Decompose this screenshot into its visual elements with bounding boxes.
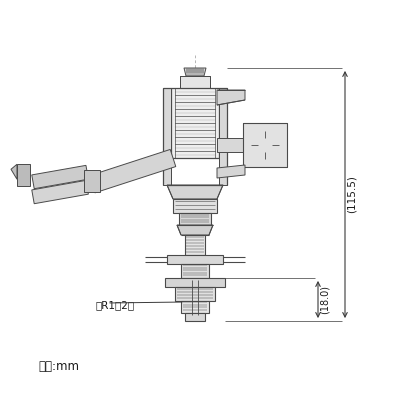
Polygon shape xyxy=(163,88,171,185)
Polygon shape xyxy=(180,76,210,88)
Polygon shape xyxy=(184,68,206,76)
Bar xyxy=(167,255,223,264)
Bar xyxy=(181,264,209,278)
Text: (18.0): (18.0) xyxy=(320,285,330,314)
Bar xyxy=(175,287,215,301)
Bar xyxy=(165,278,225,287)
Polygon shape xyxy=(171,88,219,158)
Polygon shape xyxy=(219,88,227,185)
Bar xyxy=(185,313,205,321)
Polygon shape xyxy=(167,185,223,199)
Polygon shape xyxy=(32,180,88,204)
Bar xyxy=(179,213,211,225)
Polygon shape xyxy=(243,123,287,167)
Text: 単位:mm: 単位:mm xyxy=(38,360,79,373)
Polygon shape xyxy=(217,165,245,178)
Polygon shape xyxy=(217,90,245,105)
Polygon shape xyxy=(32,165,88,189)
Polygon shape xyxy=(11,164,17,179)
Circle shape xyxy=(258,138,272,152)
Polygon shape xyxy=(17,164,30,186)
Bar xyxy=(173,199,217,213)
Bar xyxy=(181,301,209,313)
Circle shape xyxy=(251,131,279,159)
Polygon shape xyxy=(217,138,243,152)
Bar xyxy=(185,235,205,255)
Text: （R1／2）: （R1／2） xyxy=(95,300,134,310)
Polygon shape xyxy=(89,150,176,193)
Polygon shape xyxy=(177,225,213,235)
Polygon shape xyxy=(84,170,100,192)
Text: (115.5): (115.5) xyxy=(347,176,357,214)
